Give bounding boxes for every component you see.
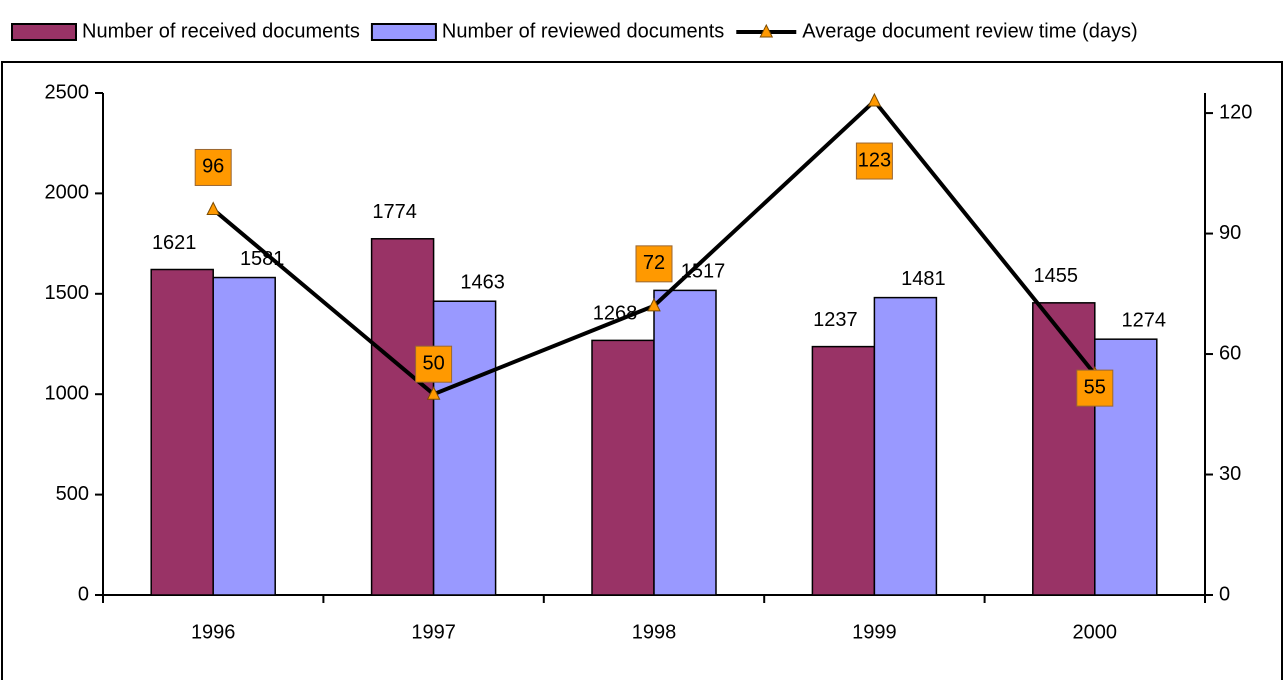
y2-tick-label: 60 xyxy=(1219,342,1241,364)
bar xyxy=(653,289,717,596)
bar xyxy=(811,345,876,596)
y2-tick-label: 90 xyxy=(1219,222,1241,244)
data-label: 123 xyxy=(858,149,891,171)
data-label: 96 xyxy=(202,156,224,178)
x-tick-label: 1998 xyxy=(632,621,677,643)
data-label: 1237 xyxy=(813,309,858,331)
data-label: 1481 xyxy=(901,268,946,290)
marker xyxy=(647,297,661,312)
x-tick-label: 2000 xyxy=(1073,621,1118,643)
data-label: 1581 xyxy=(240,248,285,270)
frame xyxy=(1,61,1283,680)
marker xyxy=(867,92,882,107)
data-label: 1274 xyxy=(1122,309,1167,331)
data-label: 50 xyxy=(422,352,444,374)
y-tick-label: 1000 xyxy=(45,382,90,404)
data-label-box xyxy=(635,245,673,283)
legend-label: Average document review time (days) xyxy=(802,20,1137,42)
data-label: 1455 xyxy=(1034,265,1079,287)
data-label-box xyxy=(855,142,893,180)
legend-swatch xyxy=(11,23,77,41)
legend-swatch xyxy=(759,23,774,38)
y2-tick-label: 120 xyxy=(1219,101,1252,123)
legend-swatch xyxy=(370,23,437,41)
data-label: 1774 xyxy=(372,201,417,223)
bar xyxy=(591,339,655,596)
legend-label: Number of reviewed documents xyxy=(442,20,724,42)
data-label: 55 xyxy=(1084,376,1106,398)
y-tick-label: 1500 xyxy=(45,282,90,304)
y-tick-label: 2000 xyxy=(45,182,90,204)
legend-label: Number of received documents xyxy=(82,20,360,42)
bar xyxy=(873,296,938,596)
y-tick-label: 2500 xyxy=(45,81,90,103)
data-label-box xyxy=(194,148,232,186)
marker xyxy=(426,386,441,400)
marker xyxy=(206,201,221,215)
bar xyxy=(212,276,276,596)
data-label: 72 xyxy=(643,252,665,274)
x-tick-label: 1996 xyxy=(191,621,236,643)
bar xyxy=(150,268,214,596)
data-label: 1621 xyxy=(152,232,197,254)
y-tick-label: 500 xyxy=(56,483,89,505)
y2-tick-label: 0 xyxy=(1219,583,1230,605)
data-label-box xyxy=(415,345,453,383)
bar xyxy=(1032,302,1096,596)
data-label: 1517 xyxy=(681,261,726,283)
data-label: 1463 xyxy=(460,272,505,294)
y-tick-label: 0 xyxy=(78,583,89,605)
x-tick-label: 1997 xyxy=(411,621,456,643)
x-tick-label: 1999 xyxy=(852,621,897,643)
bar xyxy=(432,300,497,596)
data-label-box xyxy=(1076,369,1114,407)
bar xyxy=(370,238,435,596)
y2-tick-label: 30 xyxy=(1219,463,1241,485)
